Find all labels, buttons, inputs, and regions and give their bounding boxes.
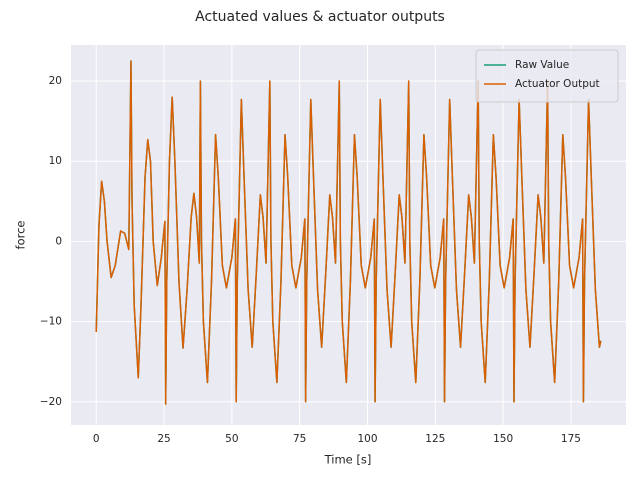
x-tick-label: 150 (493, 433, 513, 445)
y-axis-label: force (14, 221, 28, 250)
x-tick-label: 75 (293, 433, 306, 445)
grid (71, 45, 626, 425)
series-line (95, 60, 602, 405)
x-tick-label: 50 (225, 433, 238, 445)
legend-box (475, 49, 619, 103)
x-tick-label: 175 (561, 433, 581, 445)
y-tick-label: −10 (40, 316, 62, 328)
lines (95, 60, 602, 405)
y-tick-label: 10 (49, 155, 62, 167)
legend-label: Actuator Output (515, 78, 600, 90)
x-tick-label: 100 (357, 433, 377, 445)
x-axis-label: Time [s] (324, 453, 372, 467)
x-tick-label: 125 (425, 433, 445, 445)
legend: Raw Value Actuator Output (475, 49, 619, 103)
x-tick-label: 0 (93, 433, 100, 445)
y-tick-label: 0 (55, 235, 62, 247)
chart-title: Actuated values & actuator outputs (195, 9, 445, 25)
legend-label: Raw Value (515, 59, 569, 71)
x-tick-label: 25 (157, 433, 170, 445)
y-tick-label: 20 (49, 75, 62, 87)
y-tick-label: −20 (40, 396, 62, 408)
